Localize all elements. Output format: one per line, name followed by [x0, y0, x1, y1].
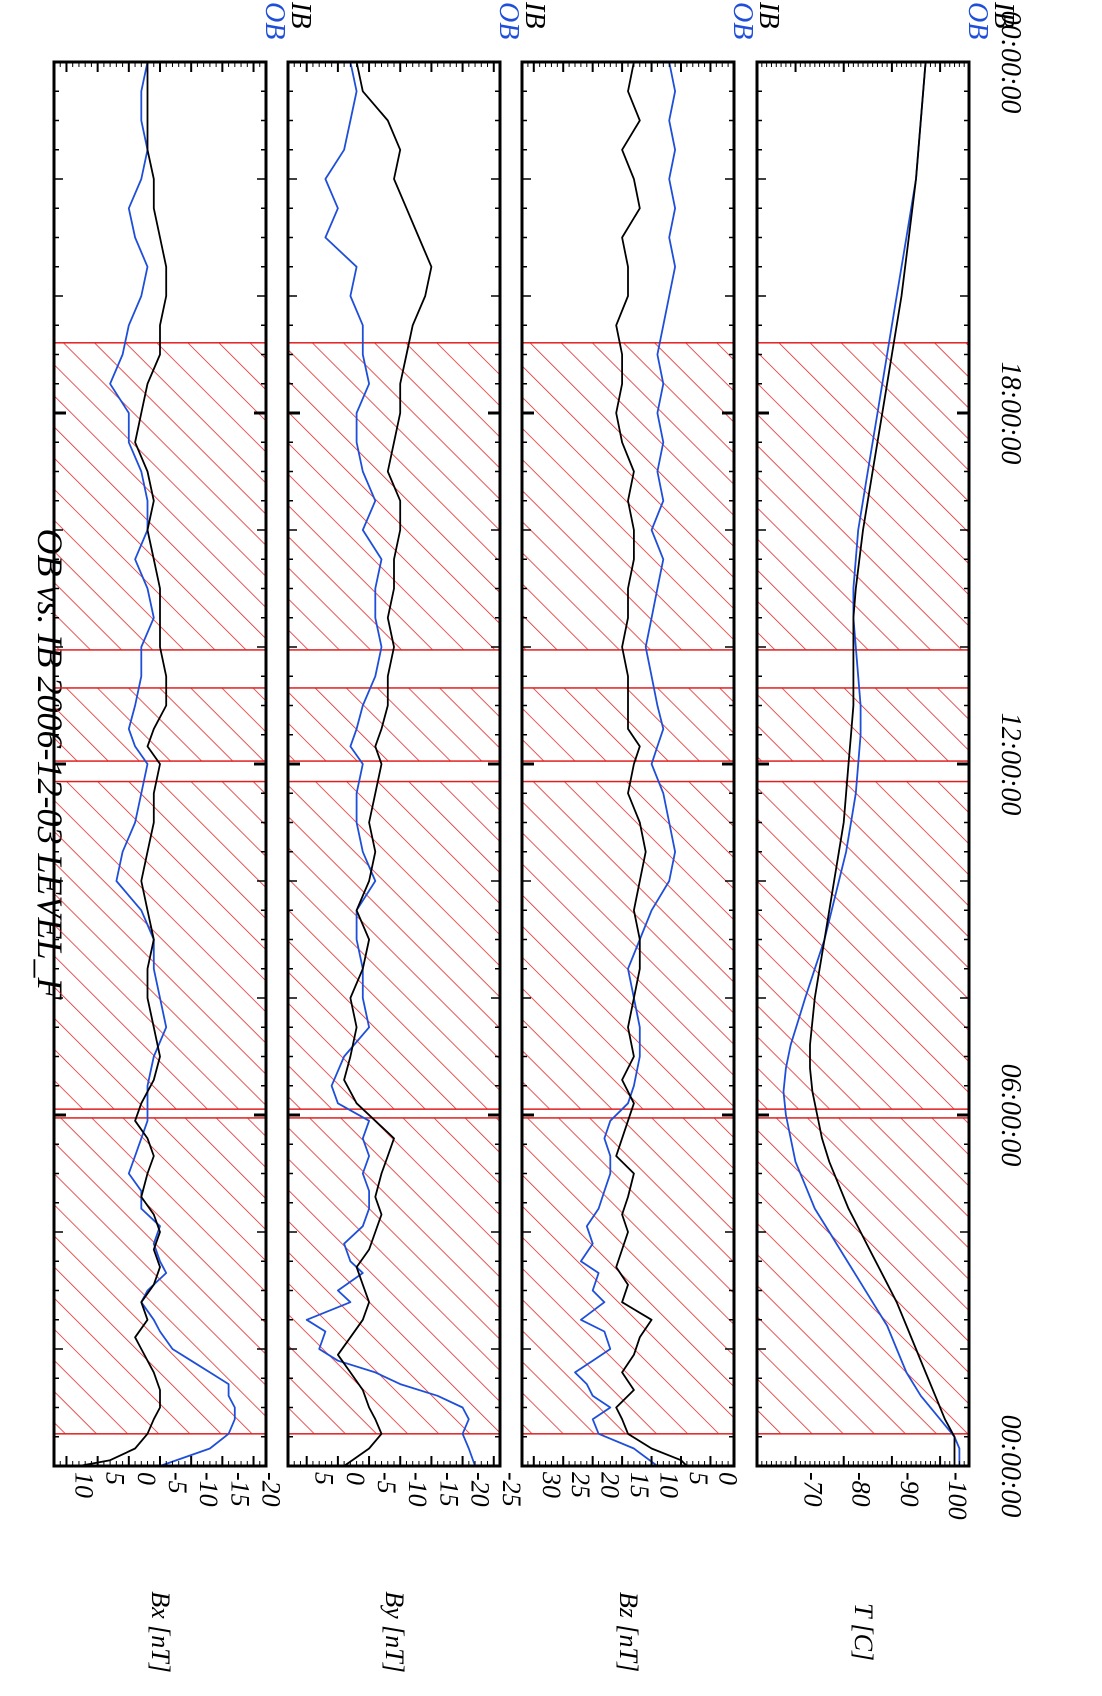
hatched-interval [287, 342, 501, 651]
value-tick-label: -90 [895, 1472, 924, 1507]
hatched-interval [287, 687, 501, 762]
value-tick-label: 0 [713, 1472, 742, 1485]
value-tick-label: -15 [434, 1472, 463, 1507]
series-line-ob [574, 61, 676, 1467]
panel-ylabel: By [nT] [380, 1591, 409, 1673]
value-tick-label: 0 [132, 1472, 161, 1485]
time-tick-label: 00:00:00 [995, 11, 1026, 114]
value-tick-label: 10 [655, 1472, 684, 1498]
legend-ib: IB [753, 1, 784, 28]
legend-ob: OB [727, 2, 758, 39]
time-tick-label: 18:00:00 [995, 362, 1026, 465]
value-tick-label: -100 [943, 1472, 972, 1520]
legend-ob: OB [962, 2, 993, 39]
value-tick-label: -80 [847, 1472, 876, 1507]
panel-ylabel: Bz [nT] [614, 1592, 643, 1672]
hatched-interval [756, 780, 970, 1110]
value-tick-label: -25 [497, 1472, 526, 1507]
series-line-ib [337, 61, 433, 1467]
value-tick-label: 5 [310, 1472, 339, 1485]
series-line-ob [109, 61, 236, 1467]
hatched-interval [521, 1117, 735, 1435]
panel-ylabel: Bx [nT] [146, 1591, 175, 1673]
series-line-ib [615, 61, 688, 1467]
time-tick-label: 00:00:00 [995, 1415, 1026, 1518]
series-line-ib [78, 62, 168, 1467]
legend-ib: IB [519, 1, 550, 28]
time-tick-label: 12:00:00 [995, 713, 1026, 816]
value-tick-label: 5 [684, 1472, 713, 1485]
value-tick-label: 30 [537, 1471, 566, 1498]
value-tick-label: -5 [372, 1472, 401, 1494]
value-tick-label: -15 [225, 1472, 254, 1507]
series-line-ib [809, 61, 956, 1466]
time-tick-label: 06:00:00 [995, 1064, 1026, 1167]
hatched-interval [53, 1117, 267, 1435]
legend-ib: IB [285, 1, 316, 28]
value-tick-label: -10 [194, 1472, 223, 1507]
hatched-interval [53, 687, 267, 762]
value-tick-label: -10 [403, 1472, 432, 1507]
value-tick-label: 20 [596, 1472, 625, 1498]
legend-ob: OB [493, 2, 524, 39]
hatched-interval [756, 1117, 970, 1435]
value-tick-label: 25 [566, 1472, 595, 1498]
hatched-interval [756, 687, 970, 762]
legend-ob: OB [259, 2, 290, 39]
series-line-ob [305, 61, 476, 1467]
value-tick-label: -5 [163, 1472, 192, 1494]
value-tick-label: 15 [625, 1472, 654, 1498]
series-line-ob [782, 61, 961, 1466]
value-tick-label: -20 [466, 1472, 495, 1507]
hatched-interval [521, 780, 735, 1110]
hatched-interval [287, 1117, 501, 1435]
panel-ylabel: T [C] [849, 1603, 878, 1661]
value-tick-label: -20 [257, 1472, 286, 1507]
hatched-interval [287, 780, 501, 1110]
value-tick-label: -70 [799, 1472, 828, 1507]
value-tick-label: 0 [341, 1472, 370, 1485]
legend-ib: IB [988, 1, 1019, 28]
value-tick-label: 5 [101, 1472, 130, 1485]
value-tick-label: 10 [69, 1472, 98, 1498]
